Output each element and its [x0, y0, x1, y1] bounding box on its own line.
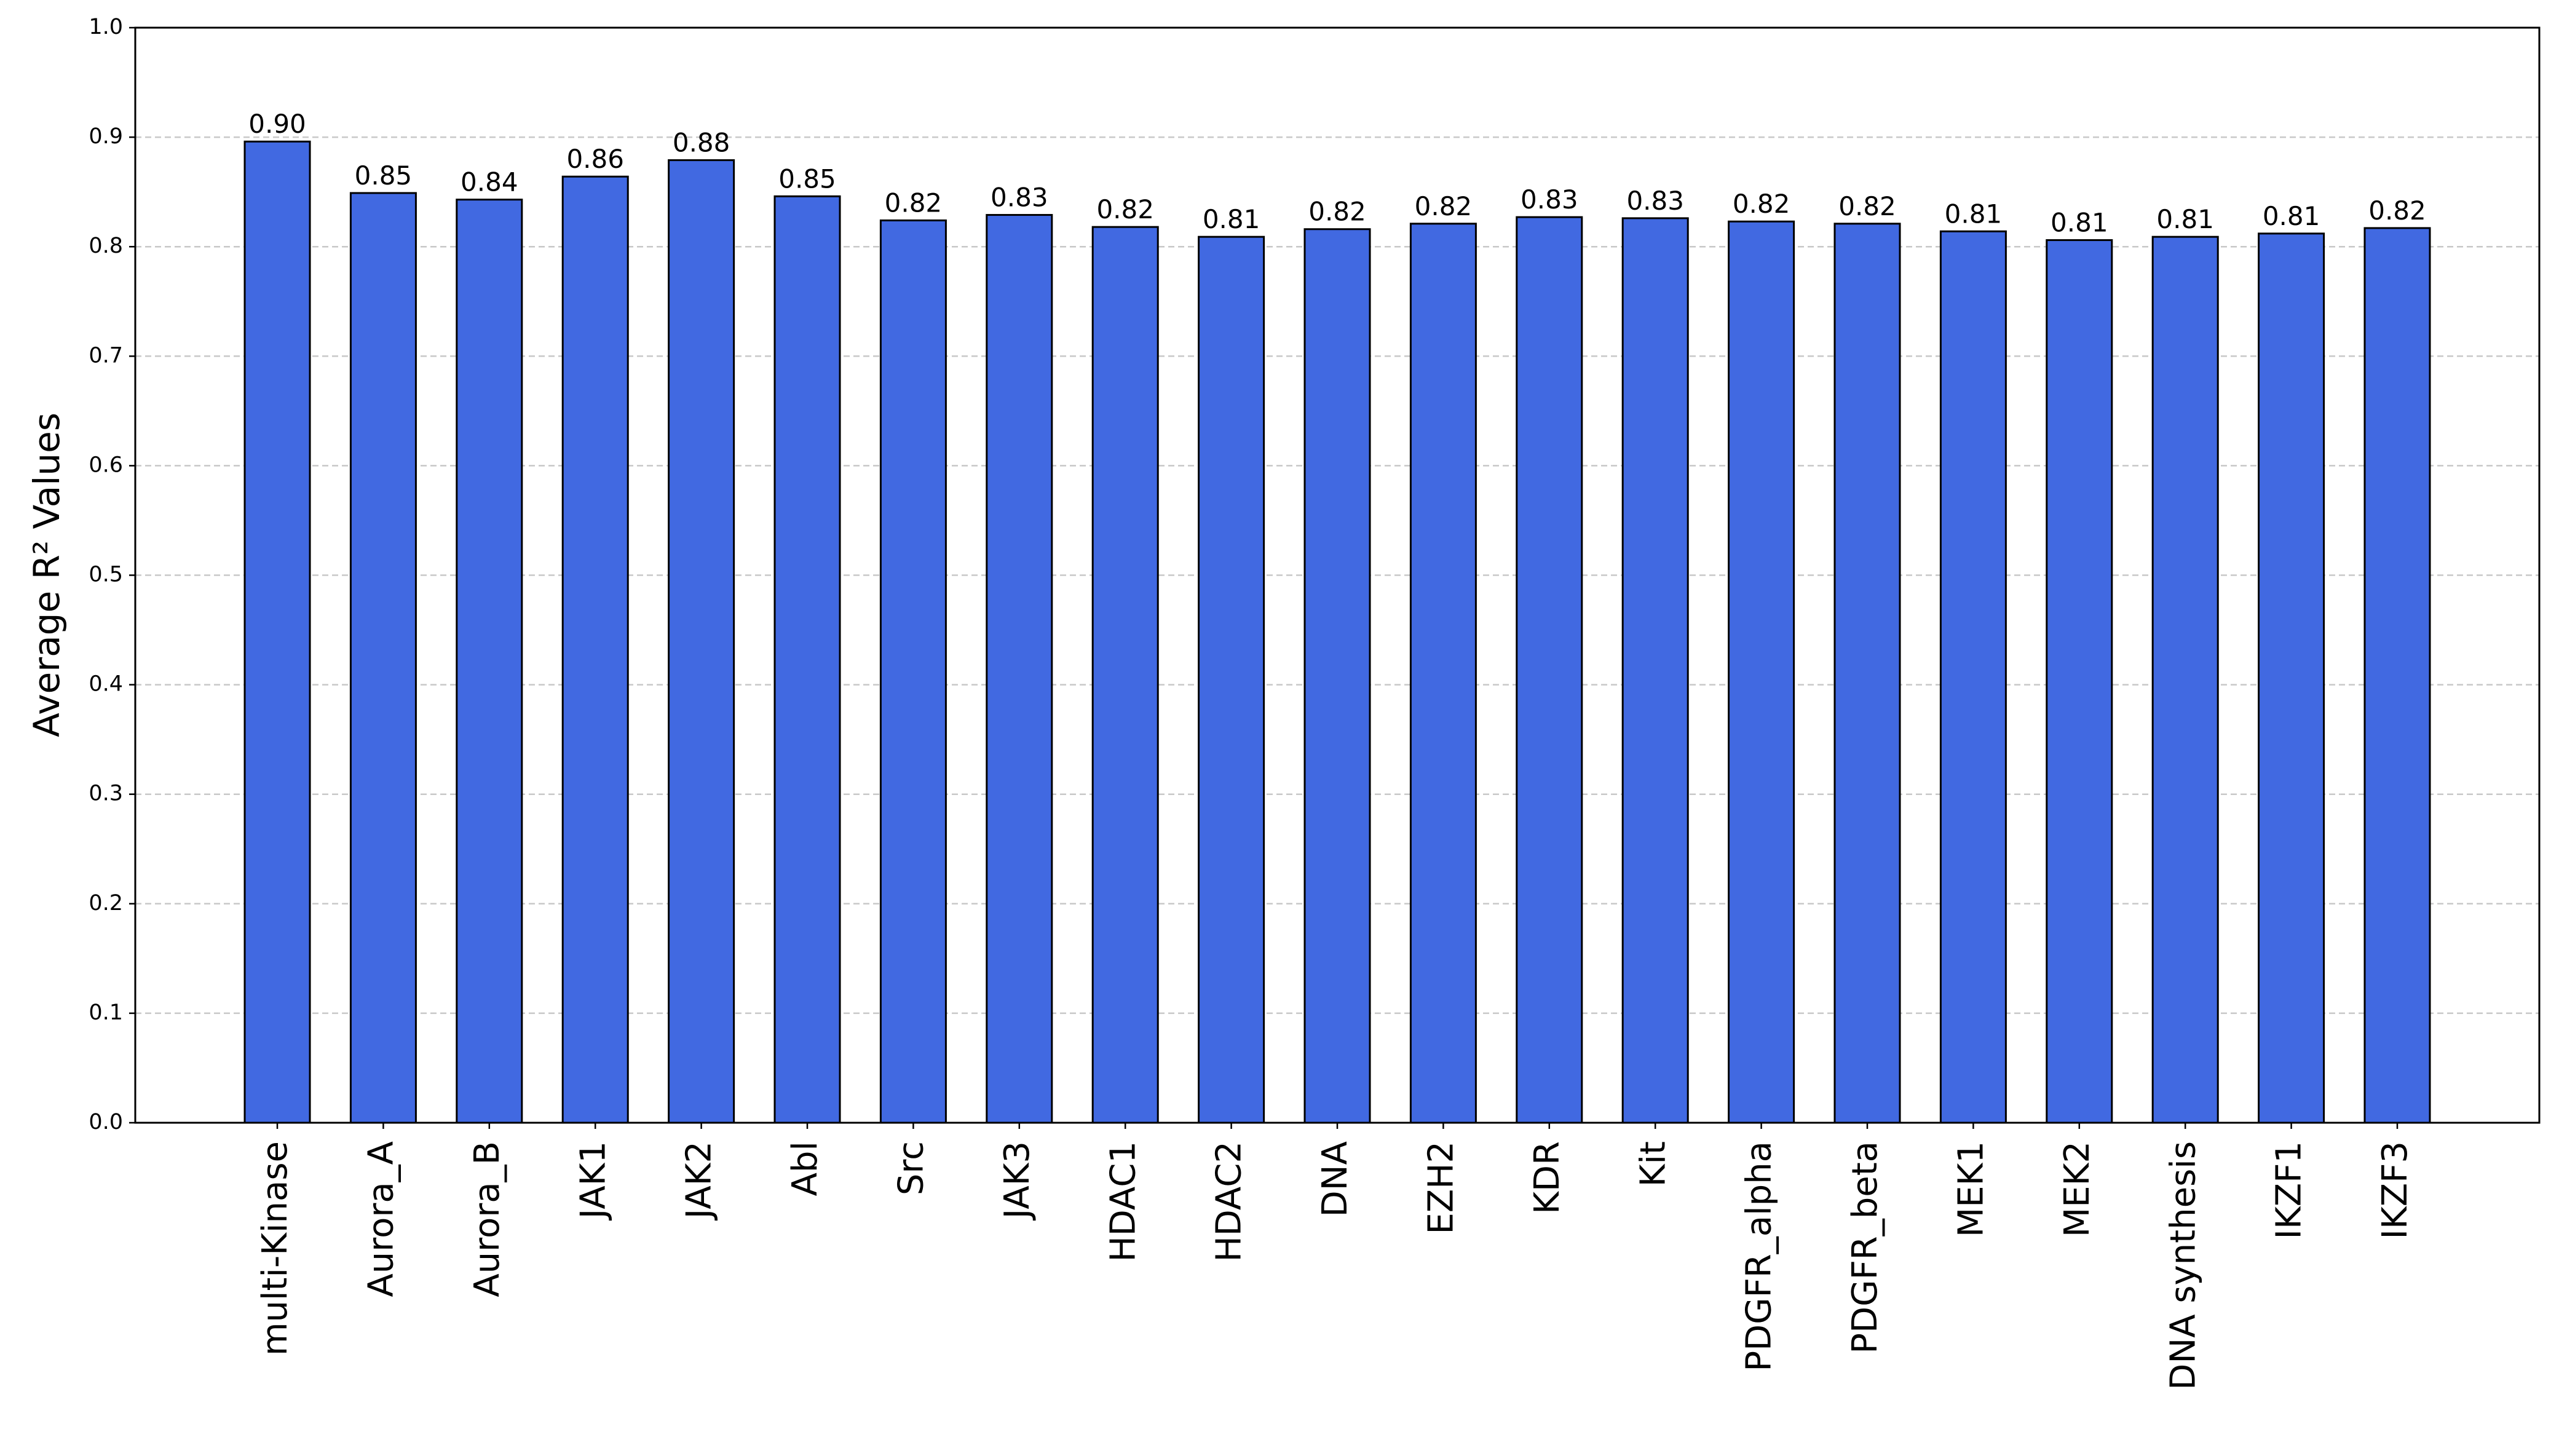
x-tick-label: DNA [1315, 1141, 1355, 1217]
value-label: 0.82 [1308, 197, 1366, 227]
y-tick-label: 0.2 [89, 891, 123, 916]
value-label: 0.81 [2263, 201, 2320, 231]
value-label: 0.84 [461, 167, 518, 197]
value-label: 0.90 [248, 109, 306, 139]
bar [1939, 230, 2007, 1124]
bar [668, 159, 735, 1124]
value-label: 0.82 [885, 188, 943, 218]
bar [773, 195, 841, 1124]
x-tick-label: HDAC2 [1209, 1141, 1249, 1262]
value-label: 0.86 [566, 144, 624, 174]
value-label: 0.88 [673, 128, 730, 158]
y-tick-label: 0.9 [89, 124, 123, 149]
bar [1833, 223, 1901, 1124]
bar [243, 140, 311, 1124]
y-tick-label: 0.0 [89, 1110, 123, 1134]
x-tick-label: JAK1 [573, 1141, 613, 1221]
plot-frame [134, 26, 2541, 1124]
bar [1091, 226, 1159, 1124]
value-label: 0.85 [778, 164, 836, 194]
value-label: 0.82 [1733, 189, 1790, 219]
x-tick-label: KDR [1527, 1141, 1567, 1214]
value-label: 0.81 [1945, 199, 2003, 229]
x-tick-label: Aurora_A [362, 1141, 401, 1297]
x-tick-label: HDAC1 [1103, 1141, 1143, 1262]
bar [986, 214, 1053, 1124]
bar [879, 219, 947, 1124]
bar [349, 192, 417, 1124]
value-label: 0.82 [1415, 191, 1473, 221]
bar [1303, 228, 1371, 1124]
x-tick-label: MEK1 [1952, 1141, 1991, 1237]
y-tick-label: 0.7 [89, 343, 123, 368]
x-tick-label: PDGFR_alpha [1739, 1141, 1779, 1372]
y-tick-label: 0.3 [89, 781, 123, 806]
x-tick-label: Aurora_B [467, 1141, 507, 1297]
x-tick-label: PDGFR_beta [1845, 1141, 1885, 1354]
y-axis-label: Average R² Values [26, 413, 68, 737]
value-label: 0.81 [2156, 204, 2214, 234]
value-label: 0.85 [355, 160, 413, 191]
value-label: 0.83 [1521, 184, 1578, 215]
x-tick-label: Src [892, 1141, 931, 1195]
value-label: 0.83 [991, 183, 1048, 213]
value-label: 0.81 [2051, 208, 2108, 238]
bar [1728, 220, 1795, 1124]
bar [2046, 239, 2113, 1124]
x-tick-label: Kit [1633, 1141, 1673, 1187]
x-tick-label: EZH2 [1422, 1141, 1461, 1234]
bar [456, 199, 523, 1124]
y-tick-label: 0.6 [89, 453, 123, 477]
x-tick-label: IKZF3 [2375, 1141, 2415, 1239]
bar [1409, 223, 1477, 1124]
y-tick-label: 0.4 [89, 672, 123, 697]
value-label: 0.82 [2368, 196, 2426, 226]
x-tick-label: JAK3 [997, 1141, 1037, 1221]
y-tick-label: 0.8 [89, 234, 123, 258]
bar [2151, 235, 2219, 1124]
y-tick-label: 1.0 [89, 15, 123, 39]
bar [1516, 216, 1583, 1124]
x-tick-label: Abl [785, 1141, 825, 1196]
bar [1198, 235, 1265, 1124]
x-tick-label: DNA synthesis [2163, 1141, 2203, 1390]
bar [561, 175, 629, 1124]
value-label: 0.82 [1096, 194, 1154, 224]
value-label: 0.83 [1626, 186, 1684, 216]
bar [2258, 232, 2325, 1124]
value-label: 0.82 [1838, 191, 1896, 221]
x-tick-label: JAK2 [679, 1141, 719, 1221]
x-tick-label: multi-Kinase [255, 1141, 295, 1356]
y-tick-label: 0.1 [89, 1000, 123, 1025]
bar [2363, 227, 2431, 1124]
x-tick-label: IKZF1 [2269, 1141, 2309, 1239]
value-label: 0.81 [1203, 204, 1260, 234]
x-tick-label: MEK2 [2057, 1141, 2097, 1237]
y-tick-label: 0.5 [89, 563, 123, 587]
bar [1621, 217, 1689, 1124]
